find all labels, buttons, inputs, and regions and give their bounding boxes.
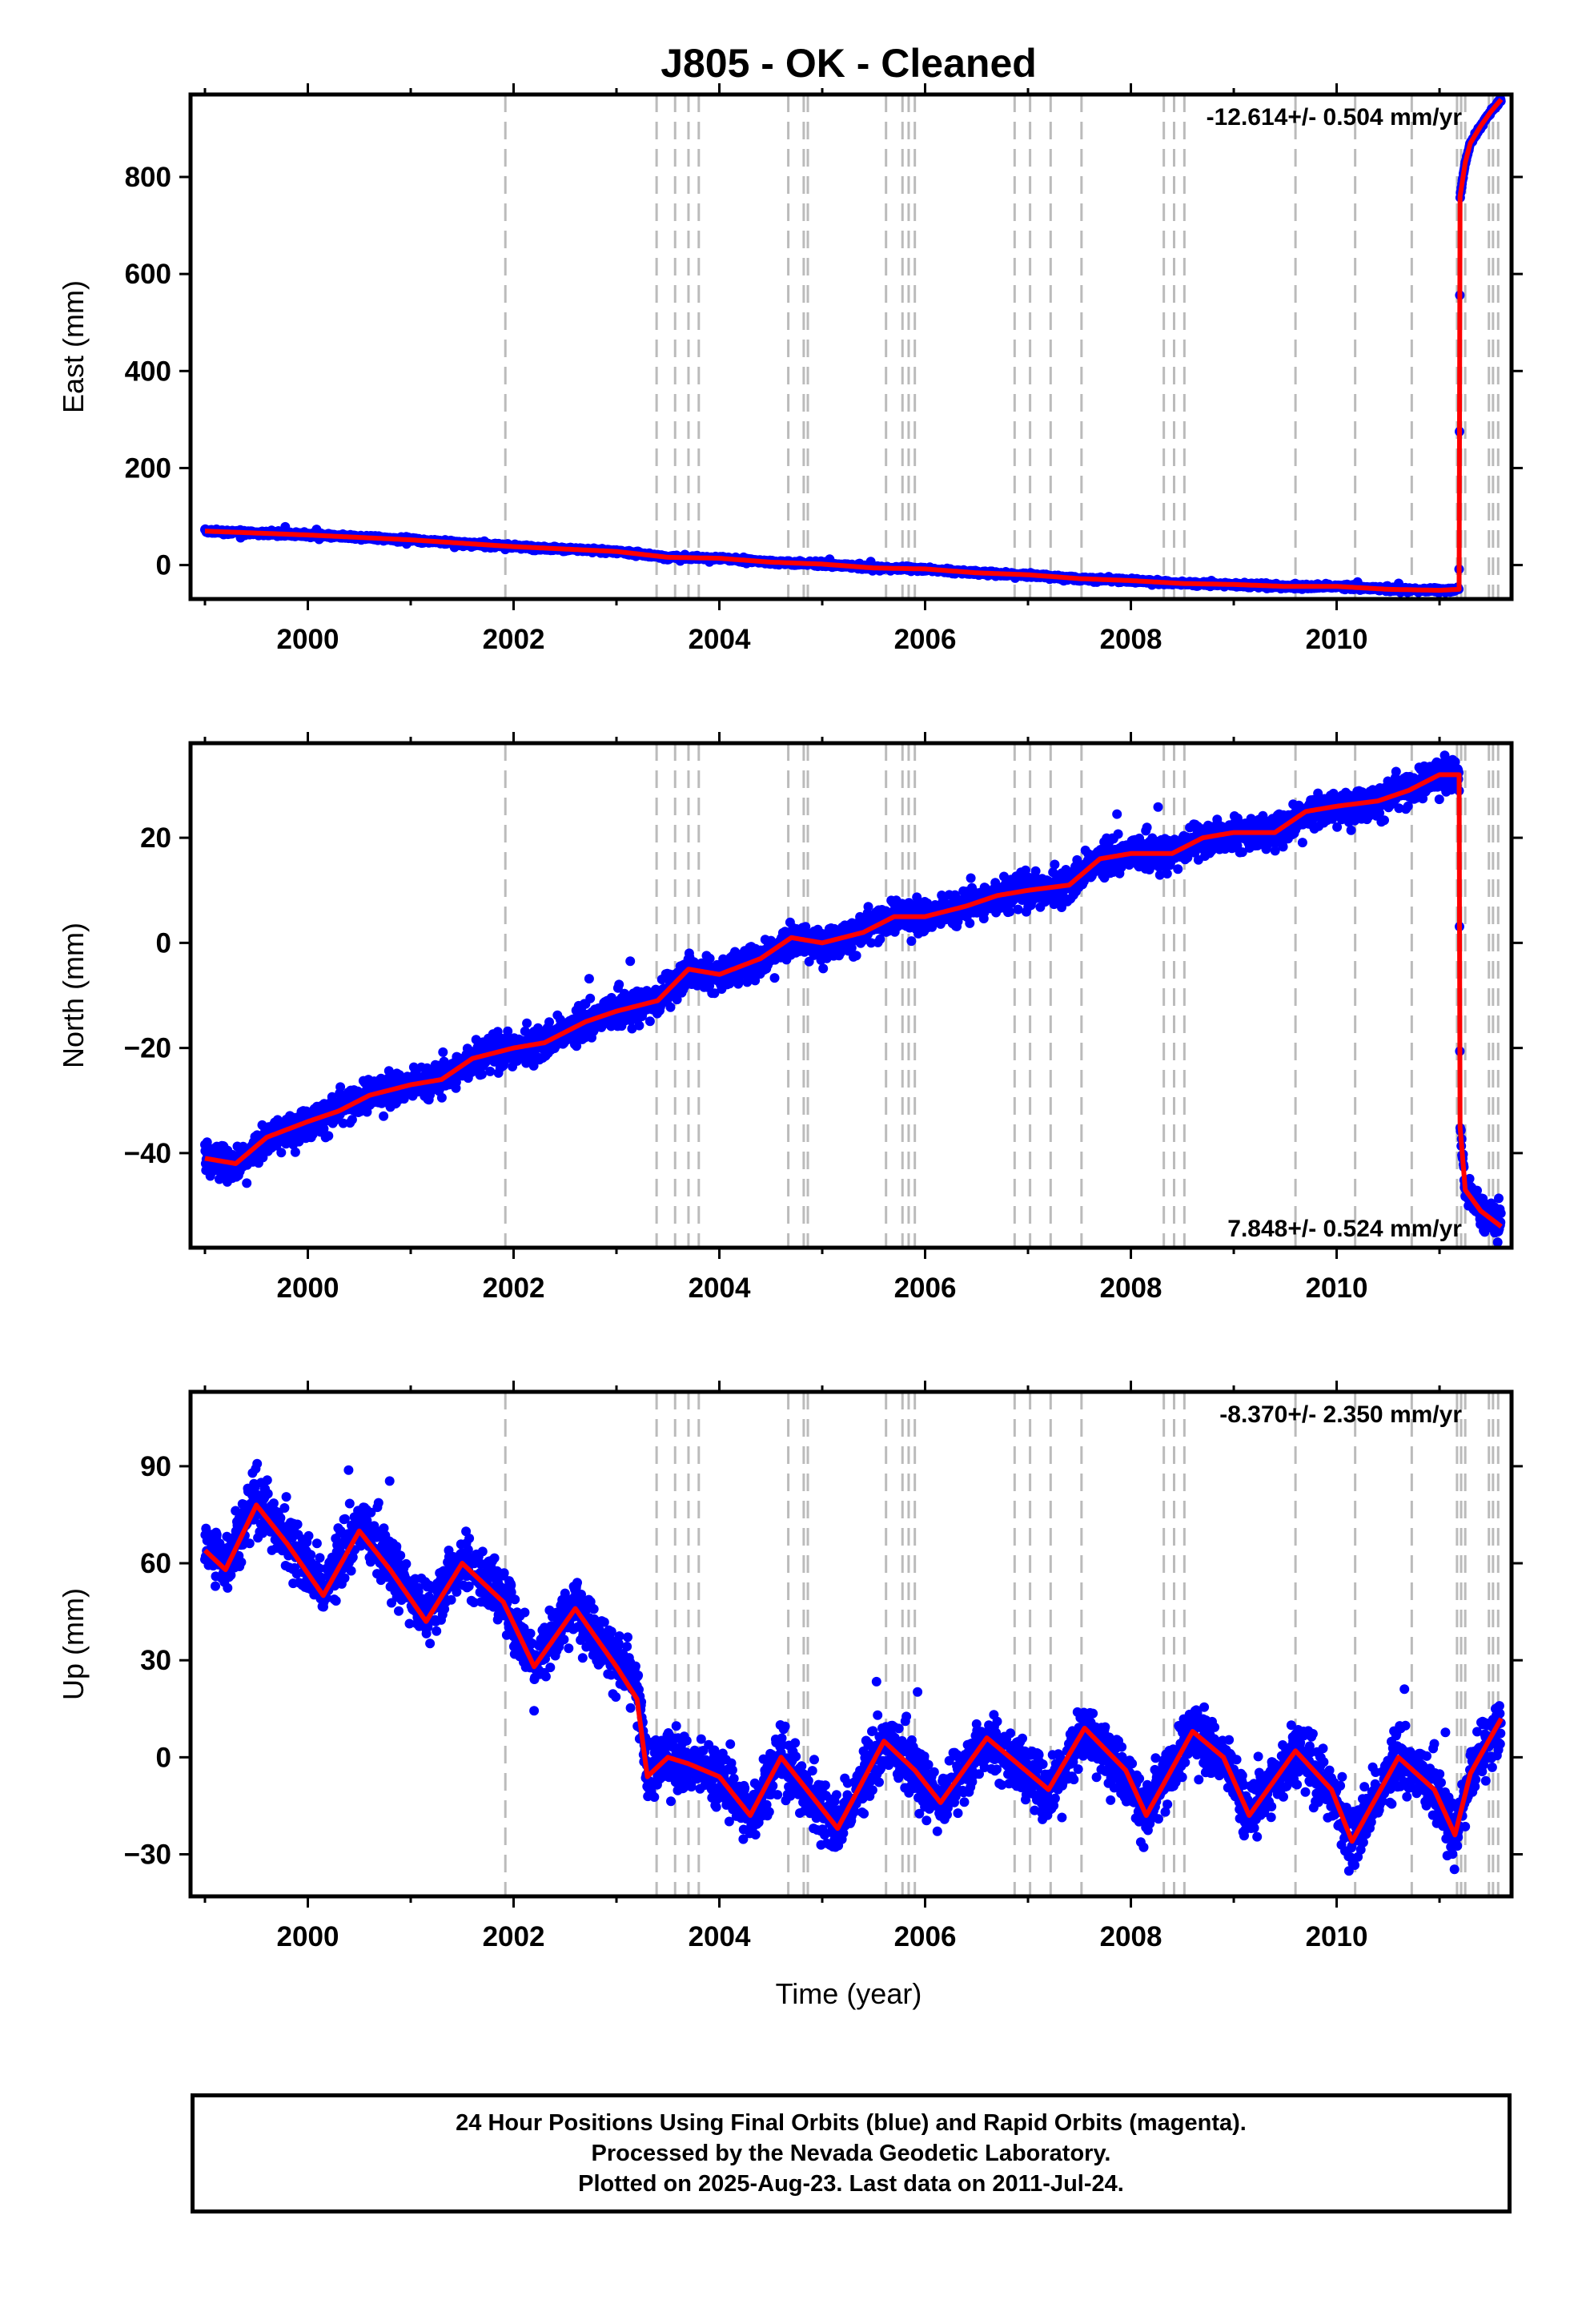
observation-point <box>379 1111 389 1121</box>
plot-area <box>200 94 1506 598</box>
observation-point <box>634 1020 644 1031</box>
y-tick-label: 200 <box>125 452 171 484</box>
observation-points <box>200 94 1506 598</box>
observation-point <box>436 1092 447 1103</box>
observation-point <box>584 974 594 984</box>
figure-title: J805 - OK - Cleaned <box>661 41 1037 86</box>
observation-point <box>614 979 624 990</box>
observation-point <box>438 1047 448 1057</box>
y-tick-label: 600 <box>125 259 171 290</box>
y-tick-label: 400 <box>125 356 171 387</box>
observation-point <box>476 1069 487 1080</box>
x-tick-label: 2008 <box>1100 624 1162 655</box>
x-tick-label: 2010 <box>1306 624 1368 655</box>
panel-1: 2000 2002 2004 2006 2008 2010 0 200 400 600 800 Eas… <box>57 83 1523 655</box>
panels: 2000 2002 2004 2006 2008 2010 0 200 400 600 800 Eas… <box>57 83 1523 1952</box>
observation-point <box>644 1016 655 1027</box>
plot-frame <box>188 92 1514 601</box>
x-tick-label: 2002 <box>483 624 545 655</box>
observation-point <box>335 1082 346 1092</box>
y-axis-label: East (mm) <box>57 280 90 413</box>
x-tick-label: 2004 <box>689 624 751 655</box>
rate-label: -12.614+/- 0.504 mm/yr <box>1207 104 1463 131</box>
x-tick-label: 2000 <box>277 624 339 655</box>
observation-point <box>522 1018 532 1028</box>
plot-area <box>200 750 1506 1248</box>
y-tick-label: 0 <box>156 550 171 581</box>
observation-point <box>323 1131 334 1141</box>
observation-point <box>485 1066 496 1076</box>
x-tick-label: 2006 <box>894 624 957 655</box>
observation-point <box>276 1148 287 1158</box>
observation-points <box>200 750 1506 1248</box>
model-line <box>203 98 1504 593</box>
observation-point <box>585 993 596 1003</box>
observation-point <box>625 956 636 967</box>
observation-point <box>242 1178 252 1188</box>
observation-point <box>290 1147 300 1157</box>
y-tick-label: 800 <box>125 162 171 193</box>
